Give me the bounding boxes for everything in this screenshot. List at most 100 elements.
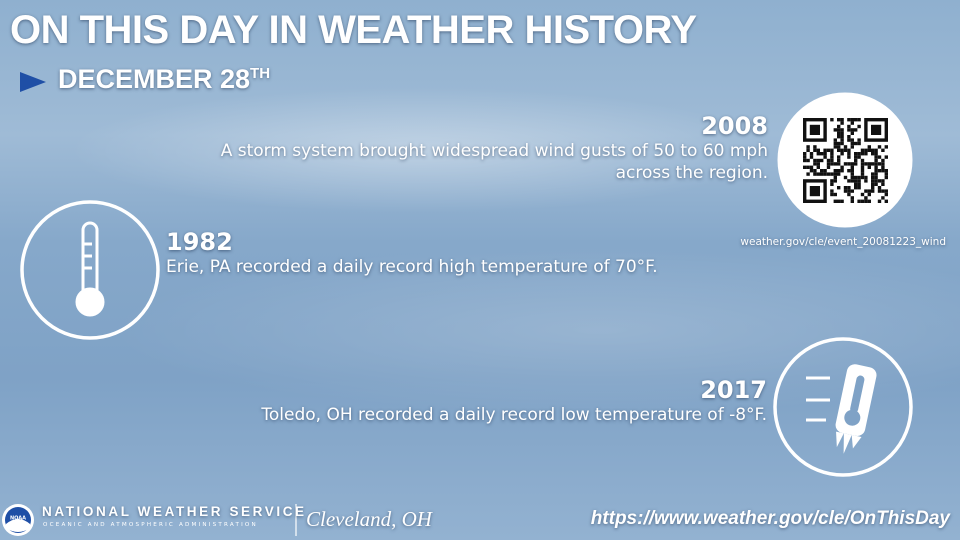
qr-module: [857, 141, 861, 146]
qr-module: [877, 189, 882, 193]
qr-module: [881, 165, 885, 169]
qr-module: [813, 172, 817, 176]
qr-module: [830, 148, 834, 152]
qr-module: [803, 155, 807, 159]
qr-module: [864, 175, 868, 180]
date-suffix: TH: [250, 65, 271, 82]
qr-module: [816, 162, 820, 166]
qr-module: [867, 165, 871, 169]
qr-module: [881, 182, 885, 186]
qr-module: [840, 131, 844, 135]
qr-module: [806, 165, 810, 169]
qr-module: [840, 199, 844, 203]
qr-circle: [777, 92, 913, 228]
qr-module: [809, 186, 820, 197]
qr-module: [840, 135, 844, 139]
qr-module: [854, 141, 858, 146]
qr-module: [850, 145, 854, 149]
qr-module: [854, 182, 858, 186]
footer-url[interactable]: https://www.weather.gov/cle/OnThisDay: [590, 508, 950, 529]
qr-module: [847, 186, 851, 190]
qr-module: [874, 162, 878, 166]
qr-module: [871, 182, 875, 186]
qr-module: [847, 124, 851, 129]
qr-module: [837, 128, 841, 132]
qr-module: [871, 124, 882, 135]
qr-module: [850, 169, 854, 173]
event-link[interactable]: weather.gov/cle/event_20081223_wind: [740, 236, 946, 248]
qr-module: [806, 148, 810, 152]
qr-module: [816, 158, 820, 163]
qr-module: [860, 175, 865, 180]
qr-module: [864, 162, 868, 166]
qr-module: [850, 196, 854, 200]
qr-module: [840, 148, 844, 152]
qr-module: [837, 131, 841, 135]
qr-module: [837, 141, 841, 146]
qr-module: [857, 182, 861, 186]
qr-module: [854, 175, 858, 180]
qr-module: [823, 172, 827, 176]
qr-module: [867, 192, 871, 197]
qr-module: [833, 172, 837, 176]
qr-module: [826, 148, 831, 152]
qr-module: [823, 148, 827, 152]
qr-module: [881, 169, 885, 173]
qr-module: [860, 165, 865, 169]
qr-module: [847, 148, 851, 152]
cold-thermometer-icon: [806, 364, 877, 454]
qr-module: [803, 158, 807, 163]
qr-module: [813, 148, 817, 152]
qr-module: [884, 189, 888, 193]
qr-module: [837, 169, 841, 173]
qr-module: [847, 118, 851, 122]
qr-module: [847, 169, 851, 173]
qr-module: [843, 162, 848, 166]
qr-module: [813, 158, 817, 163]
qr-module: [830, 192, 834, 197]
event: 1982 Erie, PA recorded a daily record hi…: [166, 228, 658, 278]
qr-module: [867, 148, 871, 152]
qr-module: [806, 158, 810, 163]
qr-module: [809, 165, 814, 169]
qr-module: [874, 182, 878, 186]
qr-module: [864, 199, 868, 203]
qr-module: [871, 186, 875, 190]
qr-module: [833, 128, 837, 132]
icon-circle: [20, 200, 160, 340]
qr-module: [840, 121, 844, 125]
qr-module: [874, 165, 878, 169]
qr-module: [850, 162, 854, 166]
qr-module: [860, 158, 865, 163]
qr-module: [840, 152, 844, 156]
qr-module: [857, 152, 861, 156]
qr-module: [840, 118, 844, 122]
qr-module: [867, 145, 871, 149]
qr-module: [840, 169, 844, 173]
qr-module: [864, 179, 868, 183]
qr-module: [837, 118, 841, 122]
qr-module: [816, 172, 820, 176]
noaa-logo-text: NOAA: [10, 516, 26, 522]
qr-module: [864, 148, 868, 152]
qr-module: [830, 118, 834, 122]
qr-module: [847, 128, 851, 132]
qr-module: [830, 182, 834, 186]
qr-module: [850, 179, 854, 183]
event-text: Toledo, OH recorded a daily record low t…: [261, 405, 767, 425]
qr-module: [857, 138, 861, 142]
qr-code: [803, 118, 888, 203]
qr-module: [874, 169, 878, 173]
qr-module: [843, 189, 848, 193]
qr-module: [860, 192, 865, 197]
qr-module: [837, 199, 841, 203]
office: Cleveland, OH: [306, 507, 432, 531]
qr-module: [867, 199, 871, 203]
qr-module: [857, 118, 861, 122]
qr-module: [833, 162, 837, 166]
logo-text: NOAA: [10, 516, 26, 522]
qr-module: [847, 162, 851, 166]
event-year: 2008: [701, 112, 768, 140]
qr-module: [847, 189, 851, 193]
